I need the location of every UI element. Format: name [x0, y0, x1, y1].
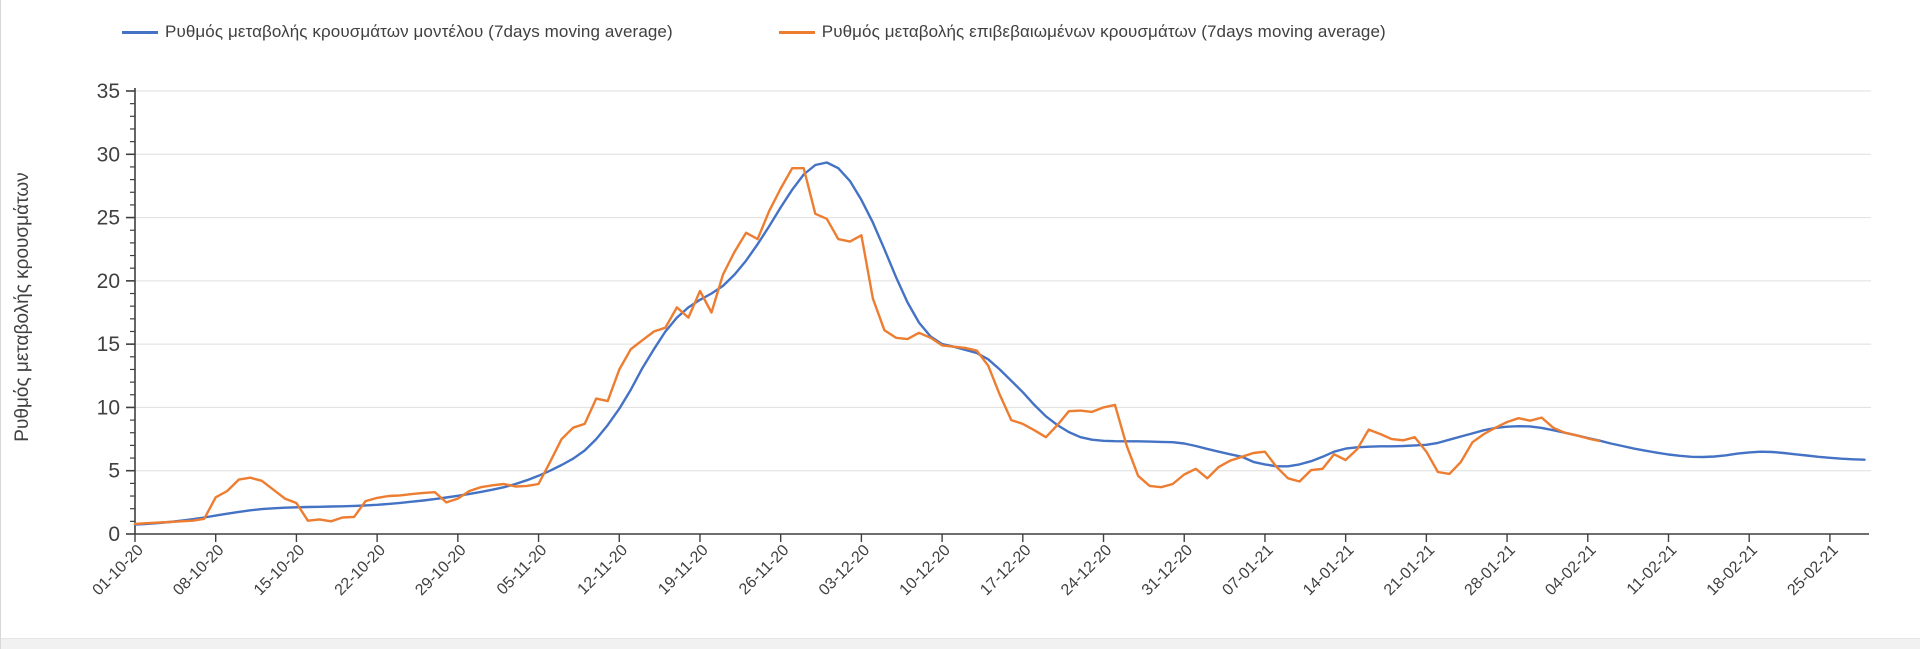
x-tick-label: 12-11-20 — [575, 542, 632, 599]
x-tick-label: 31-12-20 — [1139, 542, 1196, 599]
y-tick-label: 30 — [97, 143, 120, 166]
x-tick-label: 28-01-21 — [1462, 542, 1519, 599]
x-tick-label: 03-12-20 — [816, 542, 873, 599]
x-tick-label: 10-12-20 — [897, 542, 954, 599]
legend-item-confirmed: Ρυθμός μεταβολής επιβεβαιωμένων κρουσμάτ… — [778, 22, 1386, 42]
y-tick-label: 10 — [97, 396, 120, 419]
x-tick-label: 14-01-21 — [1300, 542, 1357, 599]
x-tick-label: 25-02-21 — [1784, 542, 1841, 599]
x-tick-label: 11-02-21 — [1624, 542, 1681, 599]
x-tick-label: 29-10-20 — [412, 542, 469, 599]
x-tick-label: 17-12-20 — [977, 542, 1034, 599]
y-tick-label: 5 — [108, 460, 120, 483]
x-tick-label: 24-12-20 — [1058, 542, 1115, 599]
x-tick-label: 08-10-20 — [170, 542, 227, 599]
x-tick-label: 15-10-20 — [251, 542, 308, 599]
series-line-confirmed — [133, 166, 1601, 526]
legend-label-confirmed: Ρυθμός μεταβολής επιβεβαιωμένων κρουσμάτ… — [821, 22, 1386, 41]
legend-label-model: Ρυθμός μεταβολής κρουσμάτων μοντέλου (7d… — [165, 22, 673, 41]
x-tick-label: 04-02-21 — [1542, 542, 1599, 599]
x-tick-label: 21-01-21 — [1381, 542, 1438, 599]
y-tick-label: 35 — [97, 80, 120, 103]
page-bottom-edge — [1, 638, 1920, 649]
x-tick-label: 05-11-20 — [494, 542, 551, 599]
legend-line-swatch-orange — [778, 30, 815, 34]
y-tick-label: 20 — [97, 270, 120, 293]
x-tick-label: 07-01-21 — [1219, 542, 1276, 599]
x-tick-label: 19-11-20 — [655, 542, 712, 599]
y-tick-label: 25 — [97, 207, 120, 230]
legend-line-swatch-blue — [122, 30, 158, 34]
x-tick-label: 18-02-21 — [1704, 542, 1761, 599]
legend-item-model: Ρυθμός μεταβολής κρουσμάτων μοντέλου (7d… — [122, 22, 673, 42]
y-tick-label: 15 — [97, 333, 120, 356]
x-tick-label: 22-10-20 — [332, 542, 389, 599]
x-tick-label: 01-10-20 — [90, 542, 147, 599]
y-tick-label: 0 — [108, 523, 120, 546]
series-line-model — [133, 161, 1866, 526]
x-tick-label: 26-11-20 — [736, 542, 793, 599]
chart-legend: Ρυθμός μεταβολής κρουσμάτων μοντέλου (7d… — [122, 22, 1386, 42]
